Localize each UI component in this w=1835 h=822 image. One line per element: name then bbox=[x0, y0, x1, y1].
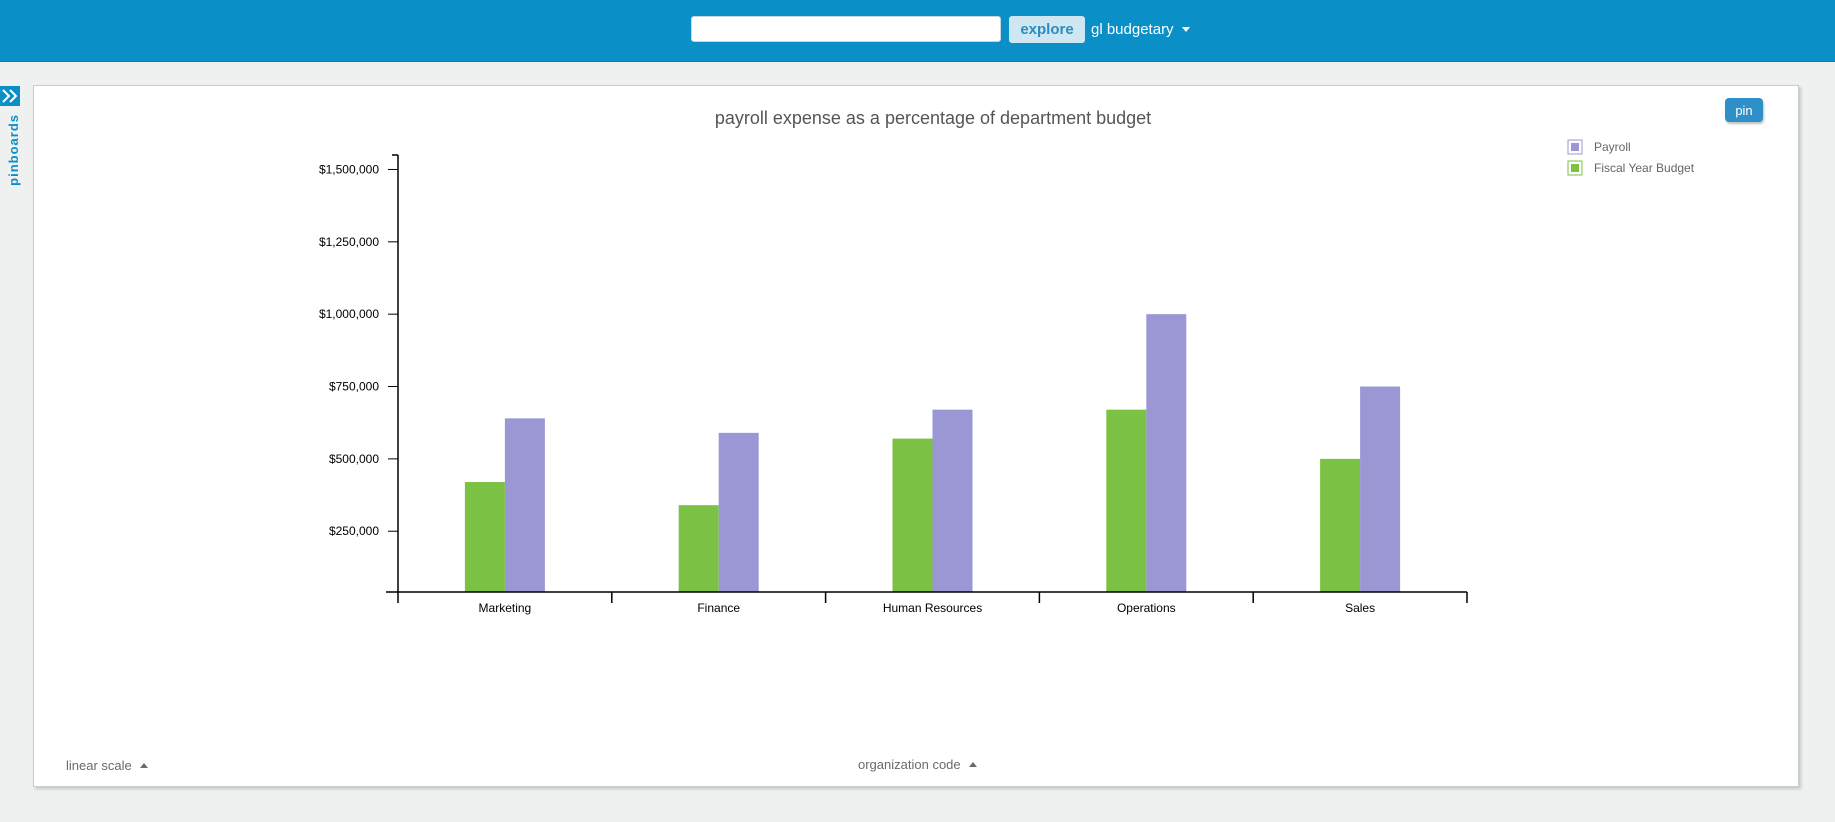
x-axis-label: organization code bbox=[858, 757, 961, 772]
y-tick-label: $250,000 bbox=[329, 524, 379, 538]
x-axis-dropdown[interactable]: organization code bbox=[858, 757, 977, 772]
chart-legend: Payroll Fiscal Year Budget bbox=[1567, 139, 1695, 176]
bar-fiscal-year-budget bbox=[678, 505, 719, 592]
bar-payroll bbox=[1146, 314, 1187, 592]
caret-up-icon bbox=[968, 762, 977, 767]
search-input[interactable] bbox=[691, 16, 1001, 42]
scale-label: linear scale bbox=[66, 758, 132, 773]
x-tick-label: Marketing bbox=[479, 601, 532, 615]
bar-payroll bbox=[718, 432, 759, 592]
legend-label: Fiscal Year Budget bbox=[1594, 161, 1695, 175]
explore-button[interactable]: explore bbox=[1009, 16, 1085, 43]
bar-fiscal-year-budget bbox=[464, 482, 505, 592]
x-tick-label: Human Resources bbox=[883, 601, 982, 615]
chevron-down-icon bbox=[1181, 26, 1190, 32]
pin-button[interactable]: pin bbox=[1725, 98, 1763, 122]
y-tick-label: $1,500,000 bbox=[319, 162, 379, 176]
y-tick-label: $750,000 bbox=[329, 380, 379, 394]
scale-dropdown[interactable]: linear scale bbox=[66, 758, 148, 773]
dataset-dropdown[interactable]: gl budgetary bbox=[1091, 18, 1190, 40]
bar-payroll bbox=[1360, 386, 1401, 592]
bar-payroll bbox=[504, 418, 545, 592]
chart-title: payroll expense as a percentage of depar… bbox=[715, 108, 1151, 128]
bar-fiscal-year-budget bbox=[1106, 409, 1147, 592]
x-tick-label: Operations bbox=[1117, 601, 1176, 615]
expand-pinboards-button[interactable] bbox=[0, 86, 20, 106]
legend-swatch-fill bbox=[1571, 143, 1579, 151]
dataset-label: gl budgetary bbox=[1091, 20, 1174, 38]
chart-panel bbox=[33, 85, 1799, 787]
y-tick-label: $1,250,000 bbox=[319, 235, 379, 249]
top-bar: explore gl budgetary bbox=[0, 0, 1835, 62]
caret-up-icon bbox=[139, 763, 148, 768]
bar-payroll bbox=[932, 409, 973, 592]
legend-swatch-fill bbox=[1571, 164, 1579, 172]
double-chevron-right-icon bbox=[2, 89, 18, 103]
y-tick-label: $1,000,000 bbox=[319, 307, 379, 321]
legend-label: Payroll bbox=[1594, 140, 1631, 154]
bar-fiscal-year-budget bbox=[892, 438, 933, 592]
x-tick-label: Finance bbox=[697, 601, 740, 615]
bar-fiscal-year-budget bbox=[1320, 458, 1361, 592]
x-tick-label: Sales bbox=[1345, 601, 1375, 615]
y-tick-label: $500,000 bbox=[329, 452, 379, 466]
